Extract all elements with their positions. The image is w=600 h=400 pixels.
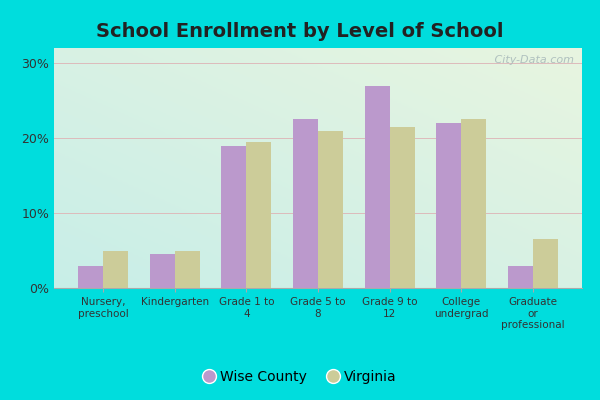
Bar (533, 239, 558, 288)
Bar (149, 254, 175, 288)
Bar (508, 266, 533, 288)
Legend: Wise County, Virginia: Wise County, Virginia (197, 364, 403, 389)
Text: City-Data.com: City-Data.com (491, 55, 574, 65)
Bar (365, 86, 389, 288)
Bar (318, 130, 343, 288)
Text: School Enrollment by Level of School: School Enrollment by Level of School (96, 22, 504, 41)
Bar (78, 266, 103, 288)
Bar (389, 127, 415, 288)
Bar (247, 142, 271, 288)
Bar (221, 146, 247, 288)
Bar (293, 119, 318, 288)
Bar (175, 250, 200, 288)
Bar (103, 250, 128, 288)
Bar (461, 119, 487, 288)
Bar (436, 123, 461, 288)
